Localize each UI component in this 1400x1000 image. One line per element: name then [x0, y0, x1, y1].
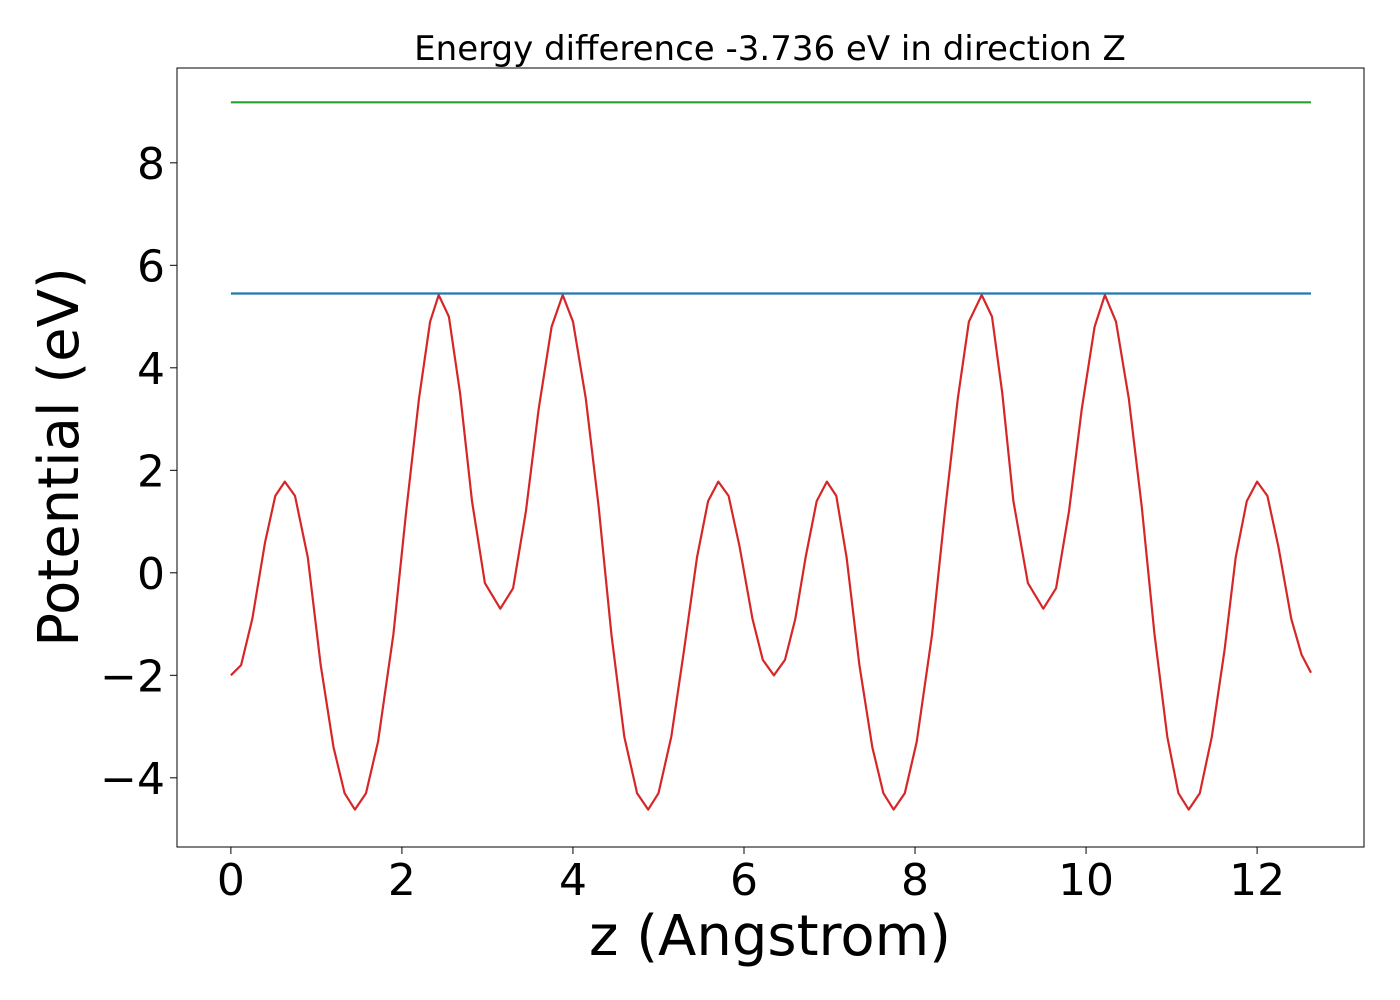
x-tick-label: 10: [1058, 855, 1114, 906]
y-tick-label: 4: [137, 344, 165, 395]
y-tick-label: 0: [137, 549, 165, 600]
x-tick-label: 0: [217, 855, 245, 906]
plot-frame: [176, 67, 1365, 848]
series-line-0: [230, 293, 1312, 811]
y-tick-label: 6: [137, 241, 165, 292]
y-axis: −4 −2 0 2 4 6 8: [100, 139, 177, 805]
x-tick-label: 12: [1229, 855, 1285, 906]
y-tick-label: 2: [137, 446, 165, 497]
chart-title: Energy difference -3.736 eV in direction…: [414, 29, 1126, 69]
series-layer: [230, 101, 1312, 811]
y-tick-label: −2: [100, 651, 165, 702]
x-axis-label: z (Angstrom): [589, 904, 951, 969]
x-axis: 0 2 4 6 8 10 12: [217, 847, 1285, 906]
x-tick-label: 2: [388, 855, 416, 906]
x-tick-label: 4: [559, 855, 587, 906]
x-tick-label: 8: [901, 855, 929, 906]
y-tick-label: −4: [100, 754, 165, 805]
x-tick-label: 6: [730, 855, 758, 906]
y-axis-label: Potential (eV): [27, 267, 92, 647]
y-tick-label: 8: [137, 139, 165, 190]
